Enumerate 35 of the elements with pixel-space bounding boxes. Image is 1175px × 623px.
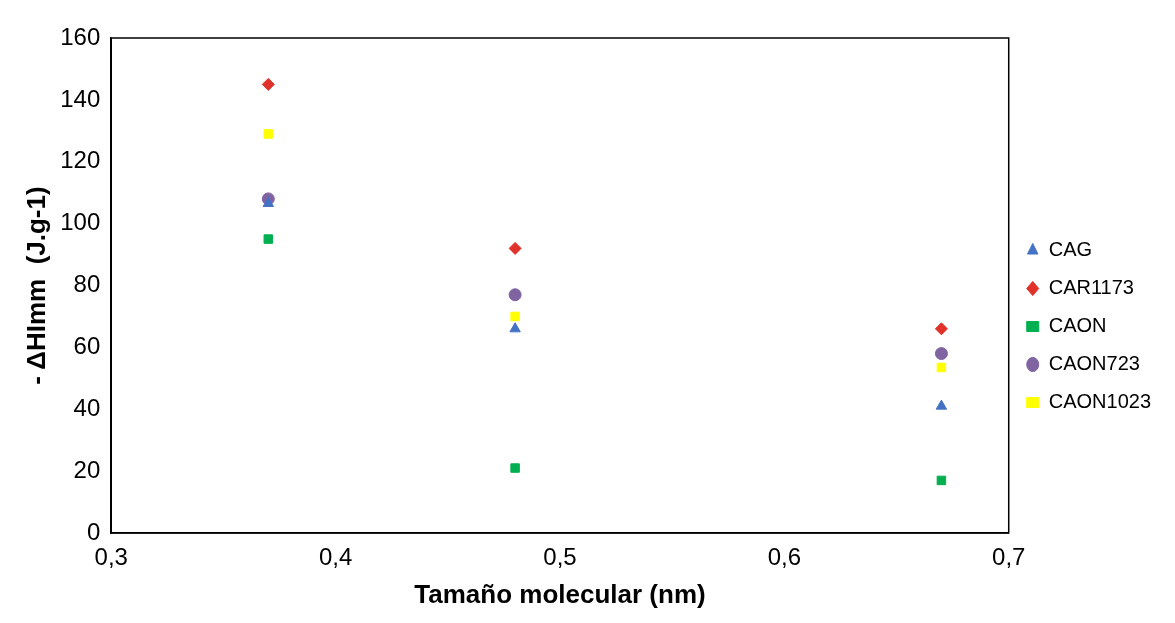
point xyxy=(261,77,275,91)
y-tick-label: 80 xyxy=(73,270,101,298)
legend-label: CAON1023 xyxy=(1048,390,1152,413)
y-tick-label: 60 xyxy=(73,332,101,359)
y-axis-title: - ΔHImm (J.g-1) xyxy=(20,186,51,385)
point xyxy=(263,129,274,139)
y-tick-label: 40 xyxy=(73,393,101,421)
x-axis-title: Tamaño molecular (nm) xyxy=(414,578,706,609)
point xyxy=(510,311,520,322)
y-tick-label: 100 xyxy=(60,208,101,236)
point xyxy=(508,241,522,255)
x-tick-label: 0,5 xyxy=(543,543,577,571)
x-tick-label: 0,4 xyxy=(318,543,353,571)
point xyxy=(263,234,274,244)
point xyxy=(936,475,947,486)
point xyxy=(936,362,947,373)
legend-label: CAON723 xyxy=(1048,352,1140,375)
legend-label: CAON xyxy=(1048,314,1107,337)
point xyxy=(262,197,274,208)
x-tick-label: 0,3 xyxy=(94,543,128,571)
point xyxy=(509,322,521,333)
y-tick-label: 20 xyxy=(73,455,101,483)
x-tick-label: 0,6 xyxy=(767,543,802,571)
legend-label: CAG xyxy=(1048,238,1093,261)
y-tick-label: 0 xyxy=(86,517,101,545)
point xyxy=(934,322,948,336)
x-tick-label: 0,7 xyxy=(992,543,1026,571)
y-tick-label: 160 xyxy=(60,22,101,50)
point xyxy=(934,347,948,361)
point xyxy=(508,288,522,302)
legend-label: CAR1173 xyxy=(1048,276,1134,299)
point xyxy=(935,399,948,410)
y-tick-label: 140 xyxy=(60,84,101,112)
y-tick-label: 120 xyxy=(60,146,101,174)
point xyxy=(510,463,520,473)
